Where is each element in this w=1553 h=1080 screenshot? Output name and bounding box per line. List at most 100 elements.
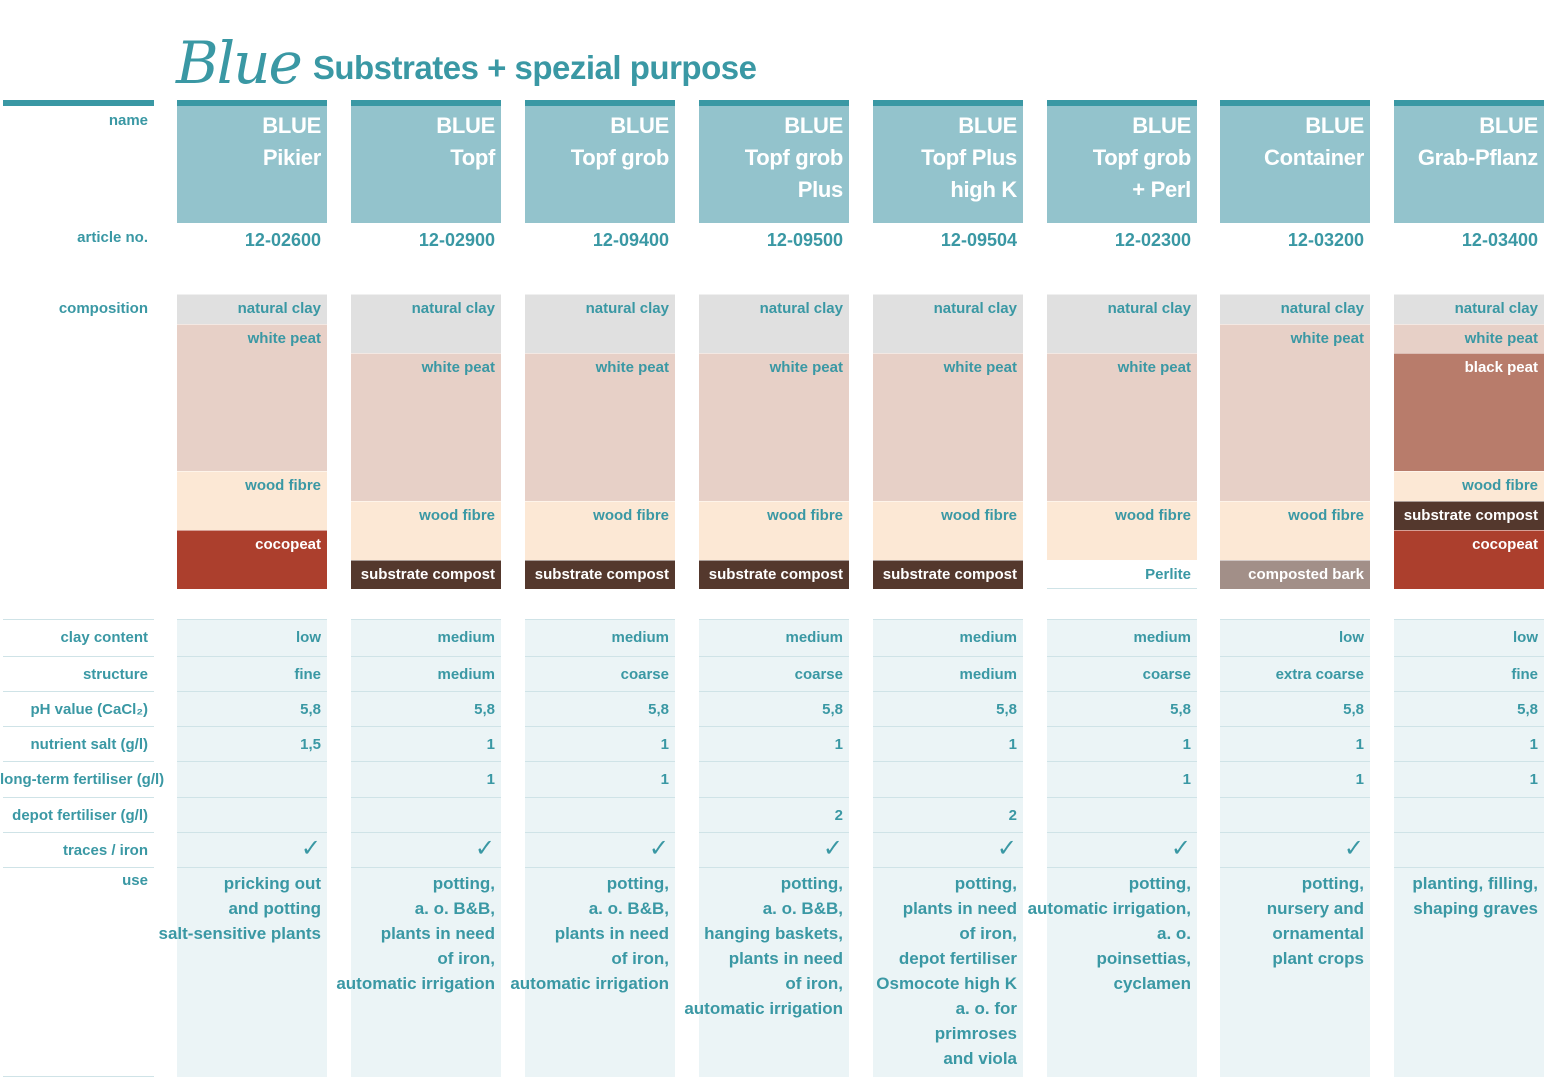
- cell-nutrient-salt: 1: [660, 736, 669, 753]
- row-label-depot: depot fertiliser (g/l): [12, 807, 148, 824]
- composition-segment-white-peat: white peat: [351, 353, 501, 501]
- cell-nutrient-salt: 1: [834, 736, 843, 753]
- use-line: potting,: [606, 874, 669, 893]
- product-top-rule: [1394, 100, 1544, 106]
- use-line: plants in need: [728, 949, 843, 968]
- product-name-line: BLUE: [784, 113, 843, 138]
- data-row-divider: [1047, 867, 1197, 868]
- row-label-clay-content: clay content: [60, 629, 148, 646]
- data-row-divider: [1394, 867, 1544, 868]
- label-row-divider: [3, 656, 154, 657]
- composition-segment-cocopeat: cocopeat: [177, 530, 327, 589]
- use-description: pricking out and potting salt-sensitive pl…: [158, 871, 321, 946]
- use-description: potting, a. o. B&B, plants in need of iron,…: [510, 871, 669, 996]
- row-label-composition: composition: [58, 300, 148, 317]
- checkmark-icon: ✓: [474, 835, 495, 862]
- data-row-divider: [873, 619, 1023, 620]
- use-description: potting, a. o. B&B, hanging baskets, plants…: [684, 871, 843, 1021]
- data-row-divider: [177, 619, 327, 620]
- article-number: 12-09504: [940, 230, 1017, 250]
- composition-segment-wood-fibre: wood fibre: [177, 471, 327, 530]
- data-row-divider: [177, 726, 327, 727]
- cell-clay-content: low: [296, 629, 321, 646]
- cell-ph: 5,8: [996, 701, 1017, 718]
- label-row-divider: [3, 619, 154, 620]
- composition-segment-natural-clay: natural clay: [351, 294, 501, 353]
- product-data-column: low fine 5,8 1 1 planting, filling, shaping gr…: [1394, 619, 1544, 1077]
- data-row-divider: [351, 619, 501, 620]
- product-name-line: Plus: [797, 177, 844, 202]
- use-line: automatic irrigation: [684, 999, 843, 1018]
- data-row-divider: [1220, 619, 1370, 620]
- product-name-line: Topf grob: [1092, 145, 1192, 170]
- cell-ph: 5,8: [474, 701, 495, 718]
- checkmark-icon: ✓: [1170, 835, 1191, 862]
- composition-segment-cocopeat: cocopeat: [1394, 530, 1544, 589]
- data-row-divider: [177, 867, 327, 868]
- use-line: potting,: [780, 874, 843, 893]
- use-line: hanging baskets,: [704, 924, 843, 943]
- composition-segment-substrate-compost: substrate compost: [1394, 501, 1544, 530]
- data-row-divider: [1394, 619, 1544, 620]
- data-row-divider: [177, 832, 327, 833]
- row-label-traces: traces / iron: [62, 842, 148, 859]
- row-label-long-term: long-term fertiliser (g/l): [0, 771, 165, 788]
- article-number: 12-02900: [418, 230, 495, 250]
- product-top-rule: [1047, 100, 1197, 106]
- composition-bar: natural clay white peat wood fibre Perlite: [1047, 294, 1197, 589]
- product-name-block: BLUE Pikier: [177, 106, 327, 223]
- data-row-divider: [351, 832, 501, 833]
- cell-ph: 5,8: [1517, 701, 1538, 718]
- use-line: planting, filling,: [1412, 874, 1538, 893]
- cell-clay-content: medium: [1133, 629, 1191, 646]
- use-line: cyclamen: [1113, 974, 1192, 993]
- use-line: automatic irrigation,: [1027, 899, 1191, 918]
- data-row-divider: [1220, 797, 1370, 798]
- use-line: a. o. B&B,: [588, 899, 669, 918]
- data-row-divider: [699, 726, 849, 727]
- data-row-divider: [873, 761, 1023, 762]
- data-row-divider: [177, 691, 327, 692]
- data-row-divider: [873, 797, 1023, 798]
- use-line: ornamental: [1272, 924, 1364, 943]
- product-data-column: medium coarse 5,8 1 1 ✓ potting, a. o. B&B, plan…: [510, 619, 675, 1077]
- composition-segment-wood-fibre: wood fibre: [351, 501, 501, 560]
- use-line: primroses: [934, 1024, 1017, 1043]
- use-line: nursery and: [1266, 899, 1364, 918]
- data-row-divider: [873, 726, 1023, 727]
- data-row-divider: [1220, 832, 1370, 833]
- data-row-divider: [351, 691, 501, 692]
- data-row-divider: [699, 656, 849, 657]
- use-line: plants in need: [554, 924, 669, 943]
- product-name-block: BLUE Topf grob + Perl: [1047, 106, 1197, 223]
- product-name-line: Container: [1264, 145, 1364, 170]
- cell-ph: 5,8: [300, 701, 321, 718]
- cell-structure: medium: [437, 666, 495, 683]
- row-label-article: article no.: [77, 229, 148, 246]
- product-data-column: low fine 5,8 1,5 ✓ pricking out and potting sal…: [158, 619, 327, 1077]
- label-row-divider: [3, 726, 154, 727]
- data-row-divider: [177, 761, 327, 762]
- data-row-divider: [525, 691, 675, 692]
- product-name-line: high K: [950, 177, 1017, 202]
- composition-segment-white-peat: white peat: [525, 353, 675, 501]
- composition-segment-white-peat: white peat: [177, 324, 327, 471]
- data-row-divider: [1394, 726, 1544, 727]
- data-row-divider: [525, 761, 675, 762]
- composition-segment-black-peat: black peat: [1394, 353, 1544, 471]
- cell-nutrient-salt: 1: [1182, 736, 1191, 753]
- cell-clay-content: medium: [611, 629, 669, 646]
- row-label-name: name: [108, 112, 148, 129]
- product-name-block: BLUE Topf Plus high K: [873, 106, 1023, 223]
- use-line: depot fertiliser: [898, 949, 1017, 968]
- data-row-divider: [699, 832, 849, 833]
- article-number: 12-09400: [592, 230, 669, 250]
- article-number: 12-09500: [766, 230, 843, 250]
- data-row-divider: [1220, 656, 1370, 657]
- product-name-line: Topf Plus: [921, 145, 1017, 170]
- product-name-block: BLUE Topf grob Plus: [699, 106, 849, 223]
- composition-segment-natural-clay: natural clay: [525, 294, 675, 353]
- product-name-line: BLUE: [436, 113, 495, 138]
- product-data-column: medium medium 5,8 1 2 ✓ potting, plants in need…: [873, 619, 1023, 1077]
- cell-structure: fine: [294, 666, 321, 683]
